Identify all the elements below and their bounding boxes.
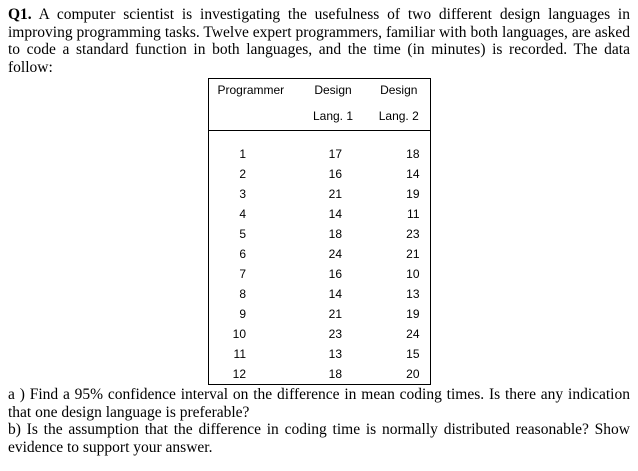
cell-lang2: 21 (406, 247, 420, 262)
question-part-a: a ) Find a 95% confidence interval on th… (8, 386, 630, 421)
cell-lang2: 19 (406, 187, 420, 202)
question-intro-paragraph: Q1. A computer scientist is investigatin… (8, 6, 630, 76)
cell-lang1: 17 (328, 147, 342, 162)
table-header: Programmer Design Design Lang. 1 Lang. 2 (208, 79, 430, 132)
cell-lang1: 16 (328, 167, 342, 182)
header-programmer: Programmer (217, 83, 285, 97)
cell-lang2: 19 (406, 307, 420, 322)
cell-lang2: 23 (406, 227, 420, 242)
cell-lang2: 10 (406, 267, 420, 282)
table-row: 8 14 13 (208, 284, 430, 304)
cell-lang2: 20 (406, 367, 420, 382)
header-design-1: Design (314, 83, 352, 97)
cell-lang1: 24 (328, 247, 342, 262)
cell-lang1: 18 (328, 227, 342, 242)
table-row: 3 21 19 (208, 184, 430, 204)
cell-programmer: 3 (239, 187, 246, 202)
cell-lang1: 18 (328, 367, 342, 382)
table-row: 11 13 15 (208, 344, 430, 364)
table-row: 1 17 18 (208, 131, 430, 165)
cell-programmer: 1 (239, 147, 246, 162)
cell-lang2: 15 (406, 347, 420, 362)
cell-programmer: 8 (239, 287, 246, 302)
cell-lang2: 24 (406, 327, 420, 342)
cell-programmer: 7 (239, 267, 246, 282)
cell-lang1: 14 (328, 287, 342, 302)
question-part-b: b) Is the assumption that the difference… (8, 421, 630, 456)
cell-lang1: 23 (328, 327, 342, 342)
cell-programmer: 11 (233, 347, 246, 362)
table-row: 5 18 23 (208, 224, 430, 244)
table-row: 12 18 20 (208, 364, 430, 385)
coding-times-table: Programmer Design Design Lang. 1 Lang. 2… (207, 78, 431, 386)
header-design-2: Design (380, 83, 418, 97)
table-row: 2 16 14 (208, 164, 430, 184)
cell-lang2: 11 (407, 207, 420, 222)
cell-programmer: 10 (232, 327, 246, 342)
cell-lang1: 13 (328, 347, 342, 362)
cell-programmer: 9 (239, 307, 246, 322)
cell-programmer: 5 (239, 227, 246, 242)
cell-lang1: 14 (328, 207, 342, 222)
question-intro-text: A computer scientist is investigating th… (8, 6, 630, 76)
cell-lang2: 18 (406, 147, 420, 162)
table-row: 10 23 24 (208, 324, 430, 344)
cell-lang1: 16 (328, 267, 342, 282)
cell-lang2: 13 (406, 287, 420, 302)
header-lang-2: Lang. 2 (368, 109, 430, 132)
cell-lang2: 14 (406, 167, 420, 182)
cell-lang1: 21 (328, 187, 342, 202)
table-row: 4 14 11 (208, 204, 430, 224)
cell-programmer: 6 (239, 247, 246, 262)
table-row: 6 24 21 (208, 244, 430, 264)
cell-programmer: 2 (239, 167, 246, 182)
table-body: 1 17 18 2 16 14 3 21 19 4 14 11 5 18 23 6 24 21 7 16 10 8 14 13… (208, 131, 430, 385)
table-header-row-2: Lang. 1 Lang. 2 (208, 109, 430, 132)
table-row: 7 16 10 (208, 264, 430, 284)
cell-lang1: 21 (328, 307, 342, 322)
header-blank (208, 109, 298, 132)
header-lang-1: Lang. 1 (298, 109, 368, 132)
cell-programmer: 4 (239, 207, 246, 222)
cell-programmer: 12 (232, 367, 246, 382)
table-header-row-1: Programmer Design Design (208, 79, 430, 110)
question-label: Q1. (8, 6, 32, 23)
table-row: 9 21 19 (208, 304, 430, 324)
